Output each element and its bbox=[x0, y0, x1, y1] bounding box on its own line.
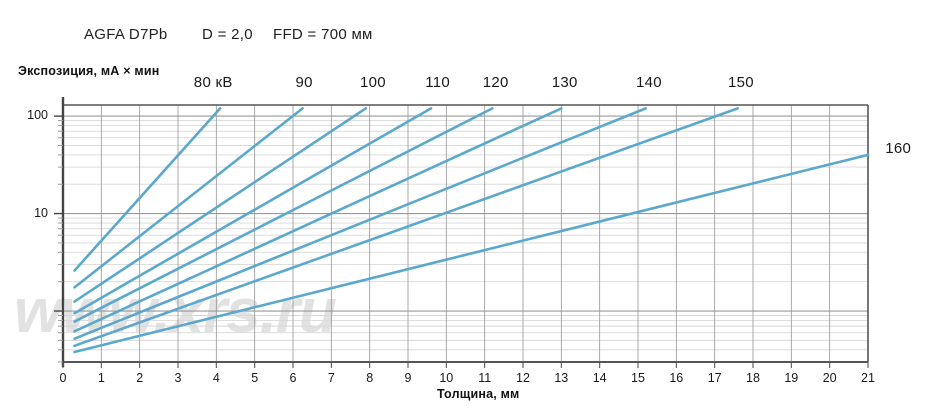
vertical-gridlines bbox=[100, 105, 831, 362]
curve-90 bbox=[73, 107, 304, 289]
curve-100 bbox=[73, 107, 368, 303]
curve-130 bbox=[73, 107, 563, 333]
plot-frame bbox=[61, 97, 869, 367]
chart-header: AGFA D7Pb D = 2,0 FFD = 700 мм bbox=[0, 26, 933, 48]
x-axis-title: Толщина, мм bbox=[437, 387, 520, 401]
curve-110 bbox=[73, 107, 433, 315]
curve-lines bbox=[73, 107, 870, 354]
curve-120 bbox=[73, 107, 494, 323]
density-label: D = 2,0 bbox=[202, 26, 253, 43]
curve-80-кв bbox=[73, 107, 222, 272]
ffd-label: FFD = 700 мм bbox=[273, 26, 373, 43]
curve-160 bbox=[73, 153, 870, 354]
y-axis-title: Экспозиция, мА × мин bbox=[18, 64, 160, 78]
axis-ticks bbox=[54, 115, 869, 368]
minor-gridlines bbox=[63, 120, 868, 363]
major-gridlines bbox=[63, 115, 868, 312]
curve-140 bbox=[73, 107, 647, 341]
curve-150 bbox=[73, 107, 739, 348]
film-type-label: AGFA D7Pb bbox=[84, 26, 168, 43]
